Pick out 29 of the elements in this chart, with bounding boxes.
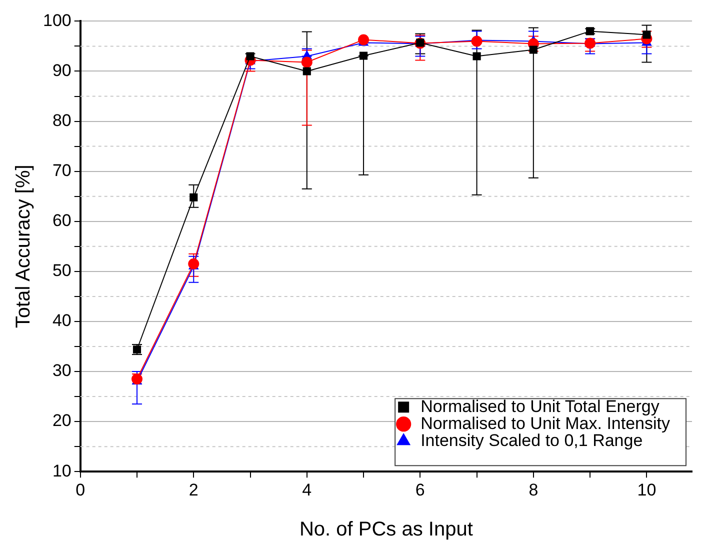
y-tick-label: 50	[52, 261, 72, 280]
y-tick-label: 30	[52, 361, 72, 380]
y-axis-title: Total Accuracy [%]	[12, 164, 35, 328]
legend-label: Normalised to Unit Total Energy	[420, 396, 660, 416]
point	[642, 30, 651, 39]
y-tick-label: 70	[52, 161, 72, 180]
x-axis-title: No. of PCs as Input	[299, 518, 474, 541]
point	[472, 52, 481, 60]
x-tick-label: 0	[76, 480, 86, 500]
x-tick-label: 6	[415, 480, 425, 500]
y-tick-label: 20	[52, 411, 72, 430]
y-tick-label: 100	[42, 10, 72, 30]
x-tick-label: 2	[188, 480, 198, 500]
y-tick-label: 90	[52, 60, 72, 80]
y-tick-label: 40	[52, 311, 72, 330]
y-tick-label: 60	[52, 211, 72, 230]
legend-label: Intensity Scaled to 0,1 Range	[420, 430, 643, 450]
x-tick-label: 4	[302, 480, 312, 500]
y-tick-label: 80	[52, 110, 72, 130]
point	[358, 34, 370, 46]
point	[471, 36, 482, 47]
point	[190, 193, 198, 202]
point	[529, 46, 538, 54]
point	[302, 67, 311, 76]
y-tick-label: 10	[52, 461, 72, 480]
x-tick-label: 8	[528, 480, 538, 500]
point	[359, 52, 368, 60]
point	[301, 56, 312, 68]
x-tick-label: 10	[637, 480, 656, 500]
